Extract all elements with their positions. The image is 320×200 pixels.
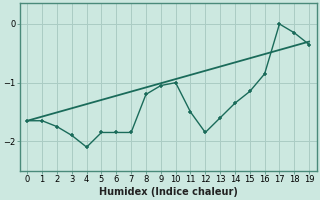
X-axis label: Humidex (Indice chaleur): Humidex (Indice chaleur) [99,187,238,197]
